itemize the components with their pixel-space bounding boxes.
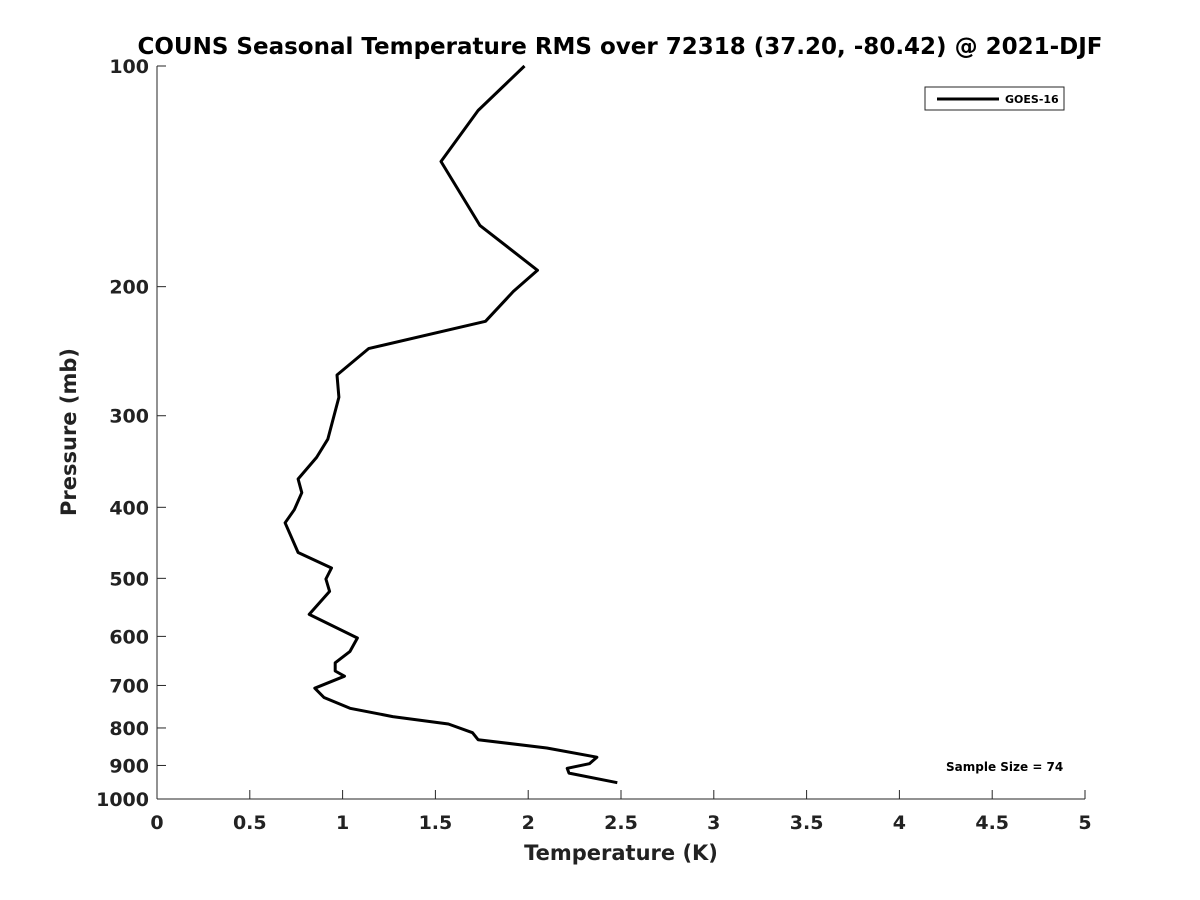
- y-tick-label: 500: [109, 568, 149, 590]
- series-line-goes-16: [283, 64, 618, 785]
- legend: GOES-16: [924, 86, 1065, 111]
- x-tick-label: 2.5: [604, 812, 638, 834]
- legend-label: GOES-16: [1005, 93, 1059, 106]
- y-tick-label: 600: [109, 626, 149, 648]
- y-tick-label: 300: [109, 406, 149, 428]
- x-tick-label: 0.5: [233, 812, 267, 834]
- x-tick-label: 5: [1078, 812, 1091, 834]
- x-ticks: 0 0.5 1 1.5 2 2.5 3 3.5 4 4.5 5: [150, 790, 1092, 834]
- sample-size-annotation: Sample Size = 74: [946, 760, 1063, 774]
- y-tick-label: 100: [109, 56, 149, 78]
- x-tick-label: 4.5: [975, 812, 1009, 834]
- x-tick-label: 0: [150, 812, 163, 834]
- y-tick-label: 1000: [96, 789, 149, 811]
- x-tick-label: 2: [522, 812, 535, 834]
- x-tick-label: 3.5: [790, 812, 824, 834]
- y-tick-label: 900: [109, 755, 149, 777]
- x-tick-label: 1: [336, 812, 349, 834]
- x-axis-label: Temperature (K): [524, 841, 718, 865]
- y-tick-label: 700: [109, 675, 149, 697]
- x-tick-label: 3: [707, 812, 720, 834]
- y-axis-label: Pressure (mb): [57, 348, 81, 516]
- y-tick-label: 200: [109, 277, 149, 299]
- y-tick-label: 400: [109, 497, 149, 519]
- x-tick-label: 4: [893, 812, 906, 834]
- y-ticks: 100 200 300 400 500 600 700 800 900 1000: [96, 56, 166, 811]
- x-tick-label: 1.5: [419, 812, 453, 834]
- y-tick-label: 800: [109, 718, 149, 740]
- plot-area: [157, 66, 1085, 799]
- chart-title: COUNS Seasonal Temperature RMS over 7231…: [137, 34, 1102, 60]
- series-group: [283, 64, 618, 785]
